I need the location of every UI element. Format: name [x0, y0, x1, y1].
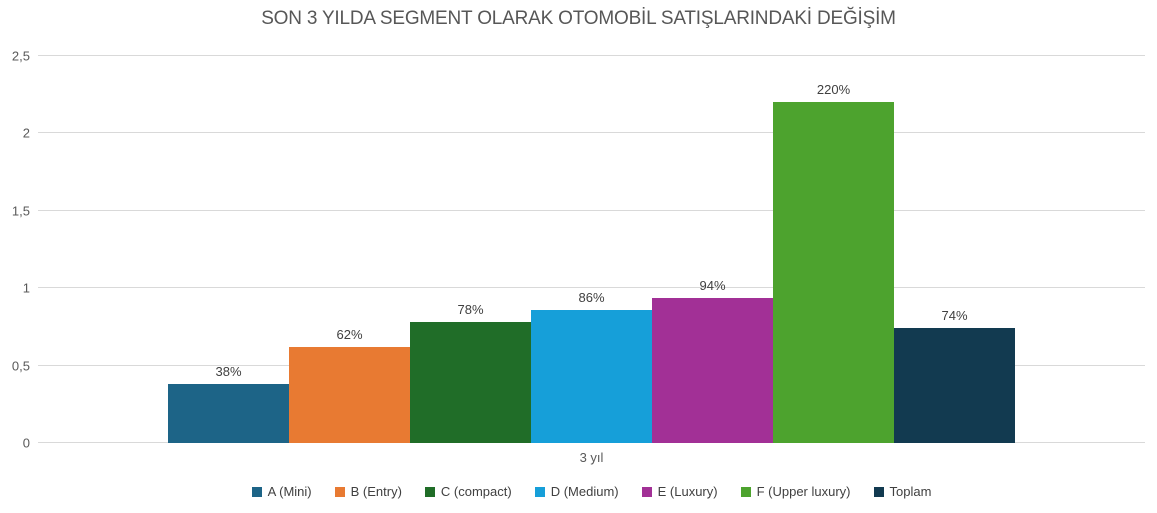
legend-swatch-icon — [334, 486, 345, 497]
bar-a-mini: 38% — [168, 364, 289, 443]
bar-b-entry: 62% — [289, 327, 410, 443]
legend-swatch-icon — [641, 486, 652, 497]
y-tick-label: 1,5 — [11, 203, 30, 219]
y-axis: 0 0,5 1 1,5 2 2,5 — [0, 49, 30, 451]
legend-label: A (Mini) — [267, 484, 312, 499]
bar-d-medium: 86% — [531, 290, 652, 443]
x-axis: 3 yıl — [38, 450, 1145, 465]
bar-data-label: 86% — [578, 289, 605, 305]
gridline — [38, 132, 1145, 134]
gridline — [38, 209, 1145, 211]
plot-area: 38% 62% 78% 86% 94% 220% 74% — [38, 55, 1145, 443]
bar-c-compact: 78% — [410, 302, 531, 443]
y-tick-label: 2 — [22, 125, 30, 141]
bar-f-upper-luxury: 220% — [773, 82, 894, 443]
legend: A (Mini) B (Entry) C (compact) D (Medium) E … — [38, 484, 1145, 499]
legend-item-d-medium: D (Medium) — [534, 484, 619, 499]
legend-label: C (compact) — [440, 484, 512, 499]
legend-label: E (Luxury) — [657, 484, 718, 499]
y-tick-label: 1 — [22, 280, 30, 296]
legend-swatch-icon — [740, 486, 751, 497]
y-tick-label: 2,5 — [11, 48, 30, 64]
legend-item-a-mini: A (Mini) — [251, 484, 312, 499]
bar-data-label: 38% — [215, 364, 242, 380]
legend-swatch-icon — [873, 486, 884, 497]
bar-data-label: 78% — [457, 302, 484, 318]
bar-data-label: 220% — [816, 82, 851, 98]
legend-label: D (Medium) — [550, 484, 619, 499]
bar-data-label: 62% — [336, 327, 363, 343]
legend-item-b-entry: B (Entry) — [334, 484, 402, 499]
legend-swatch-icon — [534, 486, 545, 497]
legend-item-toplam: Toplam — [873, 484, 932, 499]
gridline — [38, 287, 1145, 289]
legend-label: F (Upper luxury) — [756, 484, 851, 499]
bar-group: 38% 62% 78% 86% 94% 220% 74% — [38, 56, 1145, 443]
y-tick-label: 0,5 — [11, 358, 30, 374]
bar-e-luxury: 94% — [652, 278, 773, 443]
legend-swatch-icon — [424, 486, 435, 497]
chart-title: SON 3 YILDA SEGMENT OLARAK OTOMOBİL SATI… — [261, 8, 896, 29]
legend-swatch-icon — [251, 486, 262, 497]
x-axis-category-label: 3 yıl — [579, 450, 604, 465]
legend-label: Toplam — [889, 484, 932, 499]
y-tick-label: 0 — [22, 435, 30, 451]
legend-item-e-luxury: E (Luxury) — [641, 484, 718, 499]
legend-item-c-compact: C (compact) — [424, 484, 512, 499]
gridline — [38, 55, 1145, 56]
bar-toplam: 74% — [894, 308, 1015, 443]
bar-data-label: 94% — [699, 277, 726, 293]
bar-data-label: 74% — [941, 308, 968, 324]
legend-item-f-upper-luxury: F (Upper luxury) — [740, 484, 851, 499]
legend-label: B (Entry) — [350, 484, 402, 499]
